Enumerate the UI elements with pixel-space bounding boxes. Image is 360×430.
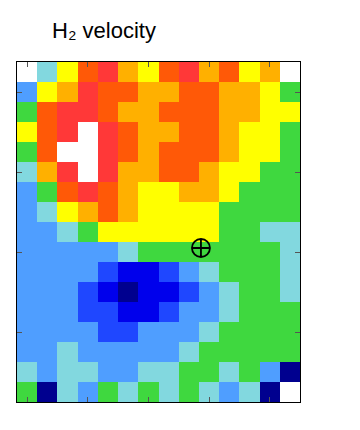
svg-text:H₂ velocity: H₂ velocity <box>52 18 156 43</box>
